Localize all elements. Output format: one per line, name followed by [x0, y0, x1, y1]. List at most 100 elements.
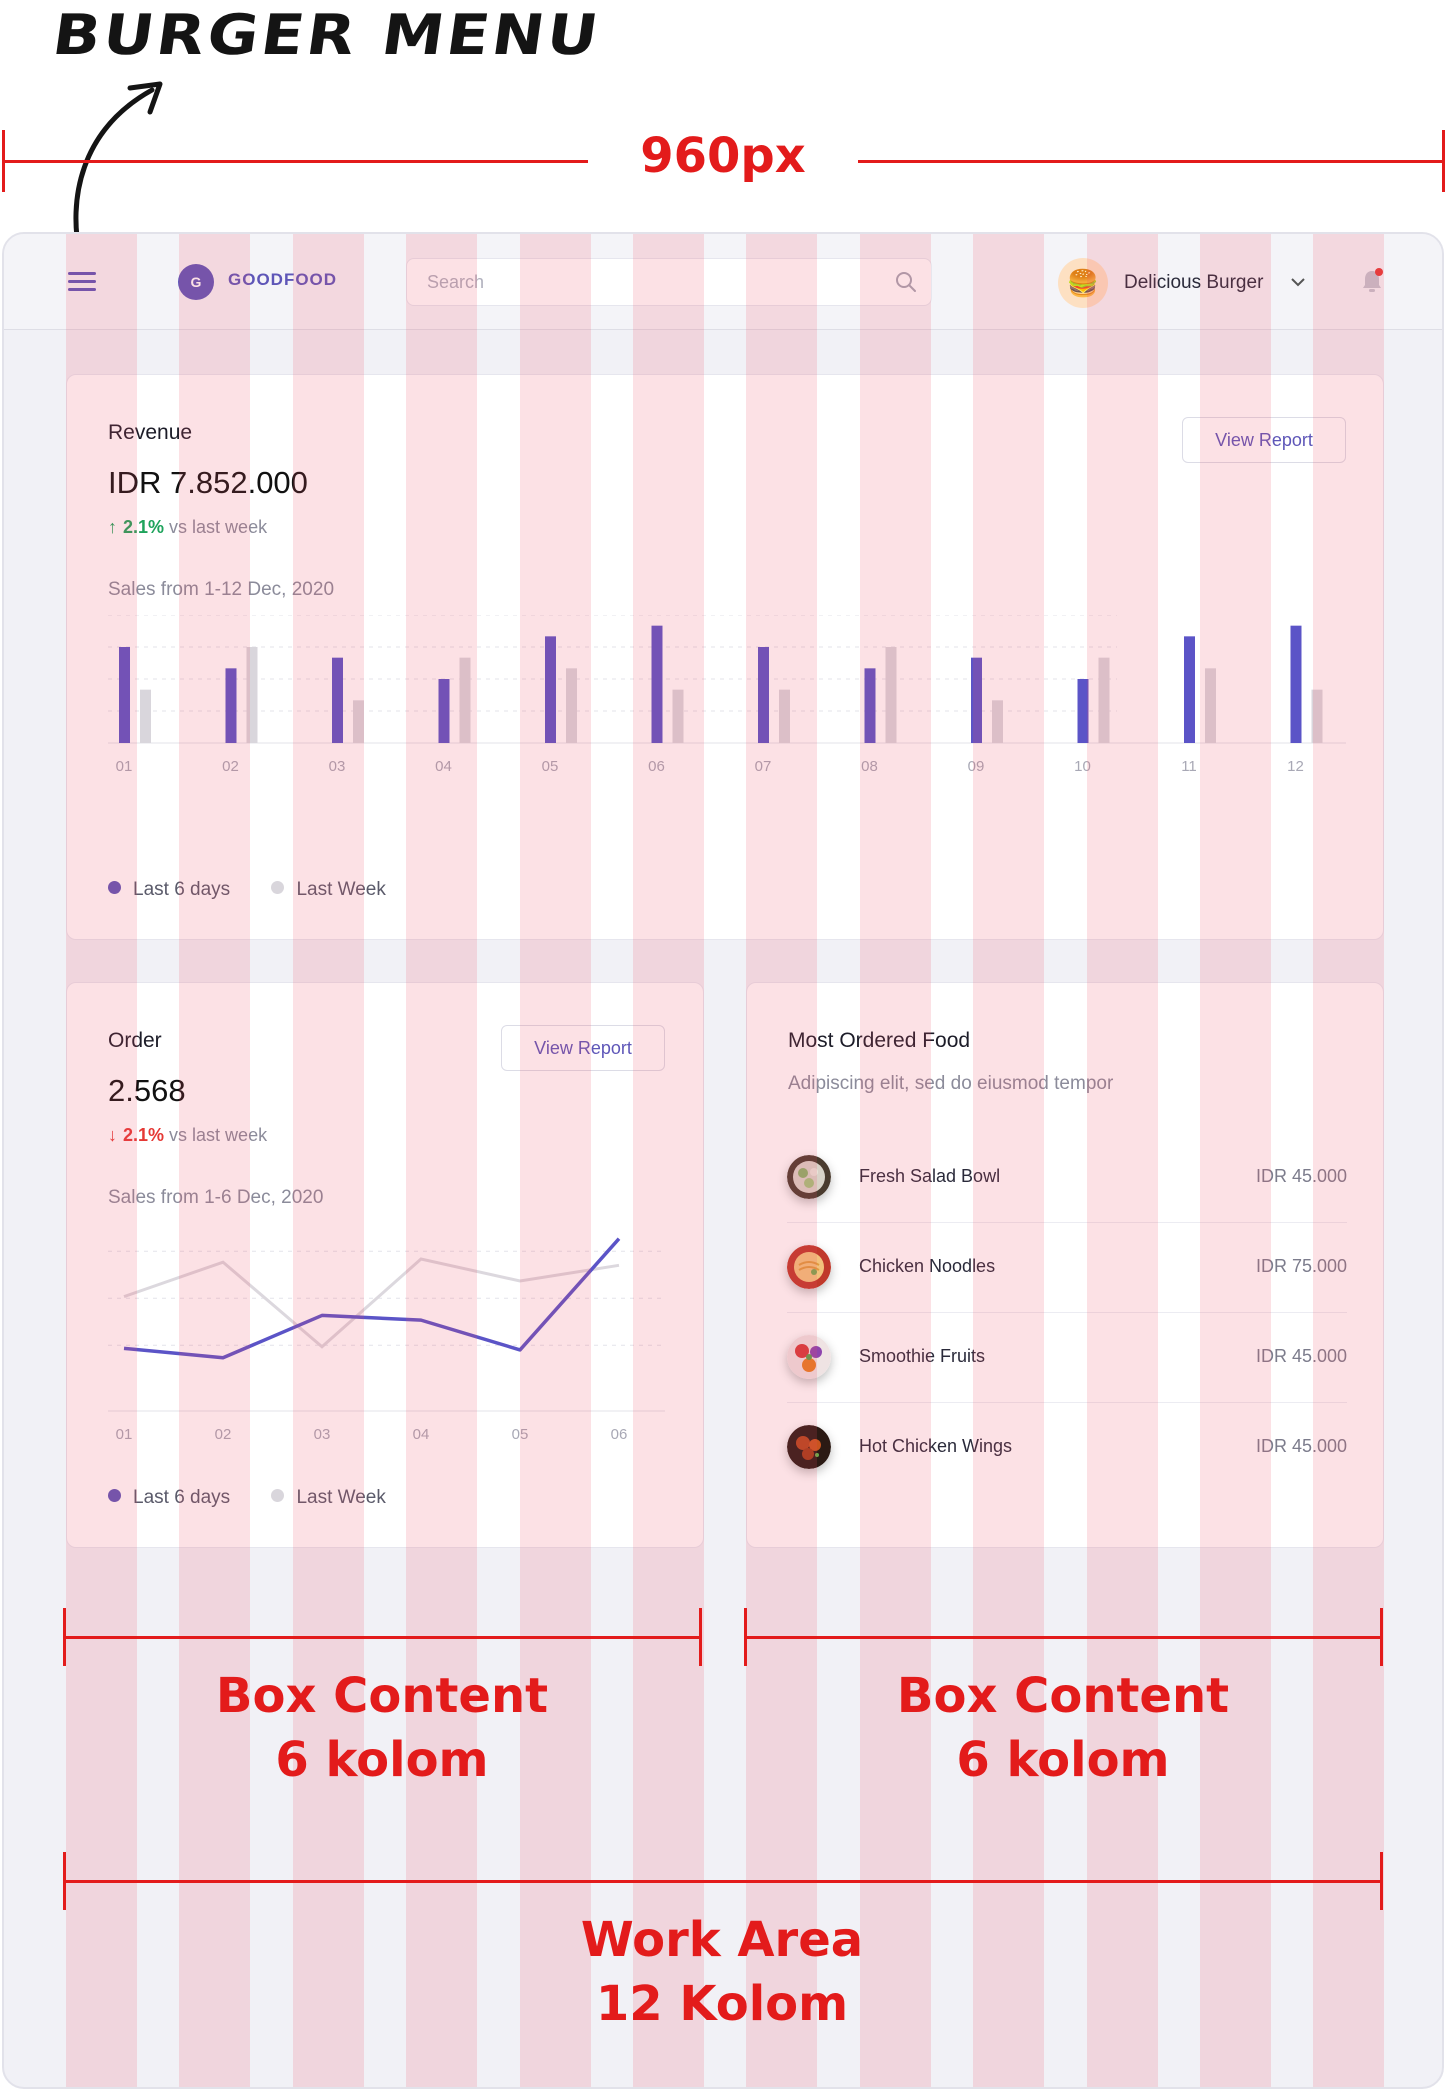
- chevron-down-icon[interactable]: [1290, 276, 1306, 288]
- annotation-title: BURGER MENU: [48, 2, 606, 68]
- user-name[interactable]: Delicious Burger: [1124, 272, 1264, 293]
- list-item[interactable]: Fresh Salad Bowl IDR 45.000: [787, 1133, 1347, 1223]
- line-series-current: [123, 1237, 621, 1360]
- x-tick-label: 05: [512, 1426, 529, 1443]
- order-view-report-button[interactable]: View Report: [501, 1025, 665, 1071]
- x-tick-label: 01: [116, 758, 133, 775]
- order-title: Order: [108, 1029, 162, 1052]
- work-area-line: [63, 1880, 1381, 1883]
- revenue-card: Revenue IDR 7.852.000 ↑ 2.1% vs last week…: [66, 374, 1384, 940]
- most-ordered-subtitle: Adipiscing elit, sed do eiusmod tempor: [788, 1073, 1114, 1094]
- x-tick-label: 03: [329, 758, 346, 775]
- width-line-left: [2, 160, 588, 163]
- bar-previous: [885, 647, 897, 743]
- search-icon[interactable]: [894, 270, 918, 294]
- logo-text: GOODFOOD: [228, 270, 338, 289]
- bar-current: [438, 679, 450, 743]
- x-tick-label: 02: [215, 1426, 232, 1443]
- list-item[interactable]: Chicken Noodles IDR 75.000: [787, 1223, 1347, 1313]
- search-input[interactable]: [406, 258, 932, 306]
- legend-label-current: Last 6 days: [133, 879, 231, 900]
- order-trend-text: vs last week: [169, 1125, 268, 1145]
- order-value: 2.568: [108, 1073, 186, 1108]
- arrow-down-icon: ↓: [108, 1125, 117, 1145]
- work-area-label-line2: 12 Kolom: [595, 1976, 849, 2032]
- legend-dot-previous: [271, 881, 285, 895]
- bell-icon[interactable]: [1360, 268, 1384, 294]
- arrow-up-icon: ↑: [108, 517, 117, 537]
- food-name: Smoothie Fruits: [859, 1346, 986, 1366]
- box-left-line: [63, 1636, 701, 1639]
- most-ordered-title: Most Ordered Food: [788, 1029, 971, 1052]
- revenue-title: Revenue: [108, 421, 193, 444]
- revenue-view-report-button[interactable]: View Report: [1182, 417, 1346, 463]
- legend-label-previous: Last Week: [296, 1487, 386, 1508]
- bar-previous: [1098, 657, 1110, 743]
- bar-current: [119, 647, 130, 743]
- avatar[interactable]: 🍔: [1058, 258, 1108, 308]
- box-left-label: Box Content 6 kolom: [63, 1664, 701, 1792]
- top-bar: G GOODFOOD 🍔 Delicious Burger: [4, 234, 1442, 330]
- x-tick-label: 09: [968, 758, 985, 775]
- box-right-line: [744, 1636, 1382, 1639]
- x-tick-label: 06: [648, 758, 665, 775]
- bar-current: [1077, 679, 1089, 743]
- x-tick-label: 03: [314, 1426, 331, 1443]
- bar-previous: [1311, 689, 1323, 743]
- width-label: 960px: [640, 128, 806, 184]
- list-item[interactable]: Hot Chicken Wings IDR 45.000: [787, 1403, 1347, 1493]
- bar-previous: [459, 657, 471, 743]
- bar-previous: [140, 689, 151, 743]
- order-card: Order 2.568 ↓ 2.1% vs last week Sales fro…: [66, 982, 704, 1548]
- order-trend-pct: 2.1%: [123, 1125, 165, 1145]
- food-name: Hot Chicken Wings: [859, 1436, 1013, 1456]
- x-tick-label: 04: [435, 758, 452, 775]
- box-right-label-line2: 6 kolom: [956, 1732, 1170, 1788]
- food-price: IDR 45.000: [1255, 1166, 1347, 1186]
- legend-dot-previous: [271, 1489, 285, 1503]
- revenue-trend-pct: 2.1%: [123, 517, 165, 537]
- bar-current: [332, 657, 343, 743]
- food-name: Fresh Salad Bowl: [859, 1166, 1001, 1186]
- legend-dot-current: [108, 1489, 121, 1503]
- bar-previous: [992, 700, 1003, 743]
- salad-bowl-icon: [787, 1155, 831, 1199]
- x-tick-label: 08: [861, 758, 878, 775]
- bar-current: [545, 636, 556, 743]
- bar-previous: [779, 689, 790, 743]
- line-series-previous: [123, 1257, 620, 1349]
- bar-current: [971, 657, 982, 743]
- list-item[interactable]: Smoothie Fruits IDR 45.000: [787, 1313, 1347, 1403]
- box-right-label: Box Content 6 kolom: [744, 1664, 1382, 1792]
- x-tick-label: 11: [1181, 758, 1197, 775]
- x-tick-label: 01: [116, 1426, 133, 1443]
- food-name: Chicken Noodles: [859, 1256, 996, 1276]
- revenue-value: IDR 7.852.000: [108, 465, 308, 500]
- width-tick-right: [1442, 130, 1445, 192]
- x-tick-label: 10: [1074, 758, 1091, 775]
- bar-current: [864, 668, 876, 743]
- bar-current: [651, 625, 663, 743]
- legend-item-current: Last 6 days: [108, 879, 230, 900]
- bar-previous: [1205, 668, 1216, 743]
- revenue-bar-chart: 01 02 03 04 05 06 07 08 09 10 11 12: [108, 615, 1346, 775]
- food-price: IDR 75.000: [1255, 1256, 1347, 1276]
- legend-item-previous: Last Week: [271, 879, 386, 900]
- noodles-icon: [787, 1245, 831, 1289]
- legend-dot-current: [108, 881, 121, 895]
- box-left-label-line2: 6 kolom: [275, 1732, 489, 1788]
- x-tick-label: 02: [222, 758, 239, 775]
- bar-current: [1290, 625, 1302, 743]
- bar-current: [1184, 636, 1195, 743]
- bar-previous: [353, 700, 364, 743]
- legend-label-previous: Last Week: [296, 879, 386, 900]
- order-subtitle: Sales from 1-6 Dec, 2020: [108, 1187, 324, 1208]
- box-right-label-line1: Box Content: [896, 1668, 1230, 1724]
- chicken-wings-icon: [787, 1425, 831, 1469]
- x-tick-label: 12: [1287, 758, 1304, 775]
- width-line-right: [858, 160, 1444, 163]
- burger-menu-icon[interactable]: [68, 272, 96, 292]
- x-tick-label: 06: [611, 1426, 628, 1443]
- order-line-chart: 01 02 03 04 05 06: [108, 1237, 665, 1443]
- bar-previous: [246, 647, 258, 743]
